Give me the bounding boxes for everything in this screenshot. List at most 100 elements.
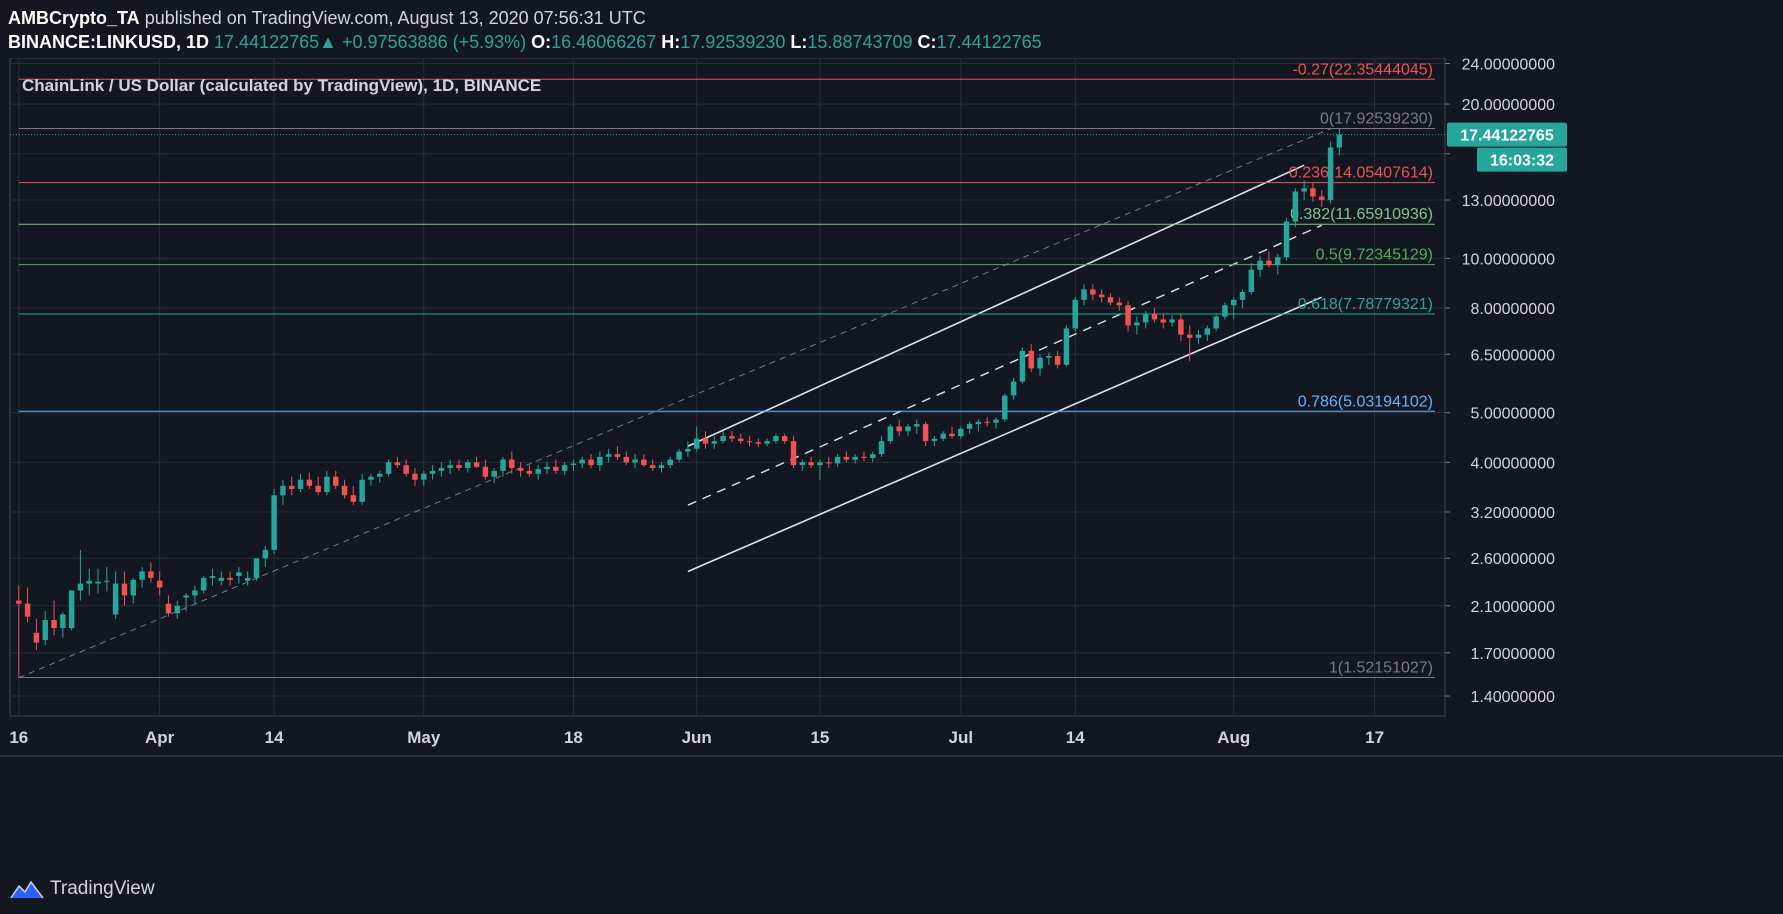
candle-body [112,583,119,615]
chart-title: ChainLink / US Dollar (calculated by Tra… [22,76,541,95]
candle-body [922,424,929,442]
candle-body [1107,297,1114,303]
candle-body [200,577,207,591]
candle-body [403,465,409,474]
tradingview-brand[interactable]: TradingView [10,878,155,900]
channel-lower-line [687,296,1323,573]
candle-body [456,465,462,468]
candle-body [1081,289,1087,300]
candle-body [174,605,180,614]
candle-body [1028,350,1034,369]
fib-level-label: 0.382(11.65910936) [1290,206,1433,223]
candle-body [861,456,867,458]
candle-body [315,485,321,493]
candle-body [1213,316,1219,329]
time-tick-label: 18 [564,728,583,747]
countdown-badge [1477,147,1567,172]
candle-body [192,590,198,596]
candle-body [368,476,374,480]
up-arrow-icon: ▲ [319,32,337,52]
ohlc-line: BINANCE:LINKUSD, 1D 17.44122765▲ +0.9756… [8,32,1042,53]
candle-body [341,485,348,496]
candle-body [887,426,894,442]
time-tick-label: Jul [949,728,974,747]
candle-body [244,577,251,581]
price-tick-label: 24.00000000 [1462,58,1556,73]
candle-body [385,462,392,474]
price-tick-label: 1.40000000 [1470,689,1555,706]
candle-body [605,454,612,457]
regression-channel [18,128,1331,679]
candle-body [1151,313,1158,320]
candle-body [966,424,973,429]
candle-body [931,438,938,442]
candle-body [1186,334,1193,338]
candle-body [685,448,691,452]
candle-body [746,441,753,443]
candle-body [1319,196,1325,200]
candle-body [614,454,621,457]
candle-body [465,462,471,468]
symbol-label: BINANCE:LINKUSD, 1D [8,32,210,52]
candle-body [984,421,990,423]
last-price-badge-text: 17.44122765 [1460,128,1554,145]
candle-body [561,465,568,471]
candle-body [1239,291,1246,300]
time-tick-label: 15 [810,728,829,747]
time-tick-label: Jun [682,728,712,747]
candle-body [1054,355,1061,365]
candle-body [377,473,383,477]
fib-level-label: -0.27(22.35444045) [1292,61,1433,78]
candle-body [394,462,401,466]
fib-level-label: 0.618(7.78779321) [1298,296,1433,313]
last-price: 17.44122765 [214,32,320,52]
chart-grid [0,58,1783,757]
fib-level-label: 0.786(5.03194102) [1298,393,1433,410]
fibonacci-retracement[interactable]: -0.27(22.35444045) 0(17.92539230) 0.236(14… [18,61,1435,679]
candle-body [350,495,357,502]
author-name[interactable]: AMBCrypto_TA [8,8,140,28]
candle-body [333,476,339,486]
candle-body [1230,299,1237,306]
price-tick-label: 6.50000000 [1470,347,1555,364]
time-tick-label: Aug [1217,728,1250,747]
candle-body [914,424,920,427]
candle-body [781,436,788,442]
candle-body [33,632,40,643]
candle-body [755,442,762,444]
fib-level-label: 0.5(9.72345129) [1316,247,1433,264]
candle-body [817,462,823,466]
candle-body [808,462,814,466]
price-tick-label: 20.00000000 [1462,97,1556,114]
candle-body [121,583,128,596]
candle-body [905,426,911,432]
candle-body [1195,334,1202,338]
candle-body [720,436,726,442]
candle-body [509,459,515,468]
candle-body [324,476,330,493]
time-tick-label: 14 [1066,728,1085,747]
candle-body [852,456,858,460]
candle-body [1046,355,1052,358]
candle-body [1002,395,1008,420]
candle-body [16,600,22,604]
candlestick-series [16,128,1343,678]
candle-body [544,466,550,470]
candle-body [641,459,647,466]
candle-body [1090,289,1096,295]
price-chart[interactable]: -0.27(22.35444045) 0(17.92539230) 0.236(14… [0,58,1783,868]
low-value: 15.88743709 [807,32,913,52]
candle-body [42,620,48,641]
candle-body [412,473,418,480]
candle-body [896,426,902,432]
time-tick-label: May [407,728,441,747]
candle-body [737,438,744,442]
candle-body [491,470,497,477]
candle-body [438,467,445,471]
candle-body [1010,381,1017,396]
candle-body [1098,294,1105,298]
candle-body [306,479,313,486]
time-tick-label: 14 [265,728,284,747]
channel-upper-line [687,164,1305,447]
time-tick-label: 16 [9,728,28,747]
